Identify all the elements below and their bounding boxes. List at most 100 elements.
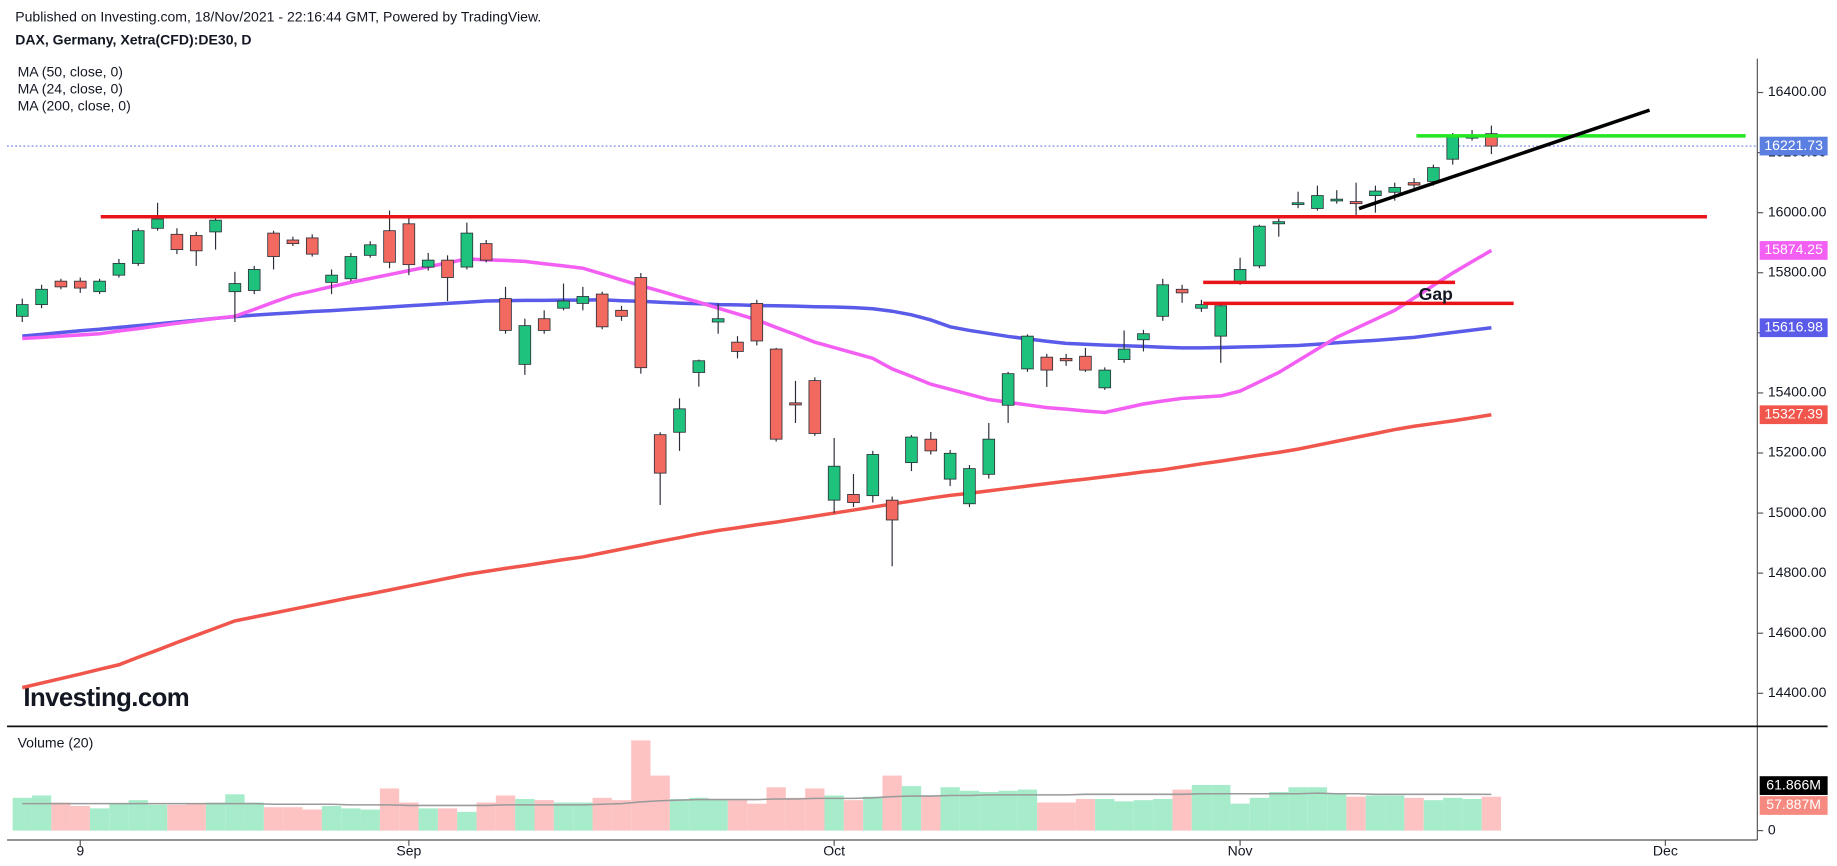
volume-bar xyxy=(302,809,322,831)
volume-bar xyxy=(708,798,728,831)
volume-bar xyxy=(959,790,980,831)
volume-bar xyxy=(1037,802,1057,831)
y-tick-label: 14800.00 xyxy=(1768,564,1827,580)
volume-bar xyxy=(998,790,1018,831)
candle-body xyxy=(1137,333,1150,341)
volume-bar xyxy=(669,798,690,831)
ma-value-label-bg xyxy=(1759,405,1828,425)
y-tick-label: 14400.00 xyxy=(1768,684,1827,700)
candle-body xyxy=(1446,136,1459,160)
y-tick-label: 15400.00 xyxy=(1768,384,1827,400)
volume-bar xyxy=(747,803,767,831)
candle-body xyxy=(634,277,648,369)
candle-body xyxy=(866,454,880,497)
candle-body xyxy=(305,237,319,255)
candle-body xyxy=(1040,356,1054,371)
volume-bar xyxy=(495,795,516,831)
volume-bar xyxy=(128,800,148,831)
candle-body xyxy=(189,235,203,252)
candle-body xyxy=(731,341,744,352)
candle-body xyxy=(15,304,29,317)
y-tick-label: 14600.00 xyxy=(1768,624,1827,640)
gap-annotation: Gap xyxy=(1419,284,1453,304)
volume-bar xyxy=(553,802,574,831)
candle-body xyxy=(557,300,570,309)
candle-body xyxy=(789,402,802,406)
candle-body xyxy=(1291,202,1305,205)
candle-body xyxy=(112,263,126,276)
legend-entry: MA (24, close, 0) xyxy=(18,80,123,96)
volume-bar xyxy=(805,788,825,831)
volume-bar xyxy=(399,802,419,831)
candle-body xyxy=(905,436,918,464)
legend-entry: MA (50, close, 0) xyxy=(18,63,123,79)
candle-body xyxy=(247,269,261,291)
volume-bar xyxy=(534,800,554,831)
candle-body xyxy=(267,232,280,257)
volume-bar xyxy=(1153,798,1173,831)
ma-value-label-bg xyxy=(1759,241,1828,260)
candle-body xyxy=(93,280,106,293)
volume-bar xyxy=(1249,797,1270,831)
volume-bar xyxy=(863,796,883,831)
candle-body xyxy=(982,438,996,475)
candle-body xyxy=(847,494,860,503)
candle-body xyxy=(383,230,396,263)
candle-body xyxy=(402,223,416,266)
volume-bar xyxy=(650,775,670,831)
volume-ma-label: 61.866M xyxy=(1766,776,1821,792)
moving-average xyxy=(21,412,1492,690)
volume-bar xyxy=(1056,802,1076,831)
volume-bar xyxy=(1133,800,1154,831)
volume-bar xyxy=(1230,803,1250,831)
volume-bar xyxy=(70,806,90,831)
candle-body xyxy=(1253,225,1266,267)
candle-body xyxy=(963,468,976,505)
candle-body xyxy=(537,318,551,331)
ma-value-label: 15874.25 xyxy=(1764,241,1823,257)
volume-bar xyxy=(476,802,496,831)
volume-bar xyxy=(1327,793,1347,831)
trend-line xyxy=(1358,108,1651,211)
candle-body xyxy=(1059,357,1073,362)
volume-bar xyxy=(1307,787,1328,831)
candle-body xyxy=(325,274,338,283)
candle-body xyxy=(228,283,242,293)
volume-bar xyxy=(1443,797,1463,831)
candle-body xyxy=(209,219,222,233)
volume-bar xyxy=(341,808,361,831)
volume-bar xyxy=(12,797,32,831)
volume-bar xyxy=(611,800,632,831)
volume-bar xyxy=(785,797,806,831)
volume-bar xyxy=(244,802,264,831)
candle-body xyxy=(421,259,435,268)
candle-body xyxy=(1098,369,1112,389)
candle-body xyxy=(460,232,474,268)
candle-body xyxy=(1156,284,1170,317)
volume-bar xyxy=(979,791,999,831)
volume-bar xyxy=(1114,801,1134,831)
volume-bar xyxy=(263,807,284,831)
y-tick-label: 16400.00 xyxy=(1768,83,1827,99)
candle-body xyxy=(943,452,957,480)
volume-bar xyxy=(1172,789,1192,831)
volume-bar xyxy=(727,800,748,831)
candle-body xyxy=(885,499,899,521)
volume-bar xyxy=(51,802,71,831)
candle-body xyxy=(1079,355,1092,371)
candle-body xyxy=(924,438,938,452)
volume-bar xyxy=(940,787,960,831)
candle-body xyxy=(1117,348,1131,360)
candle-body xyxy=(1407,182,1421,186)
candle-body xyxy=(615,309,628,317)
volume-bar xyxy=(89,808,110,831)
volume-bar xyxy=(1017,789,1038,831)
volume-label: 57.887M xyxy=(1766,796,1821,812)
logo: Investing.com xyxy=(23,684,189,712)
volume-bar xyxy=(592,797,612,831)
volume-bar xyxy=(186,803,206,831)
candle-body xyxy=(750,302,764,342)
